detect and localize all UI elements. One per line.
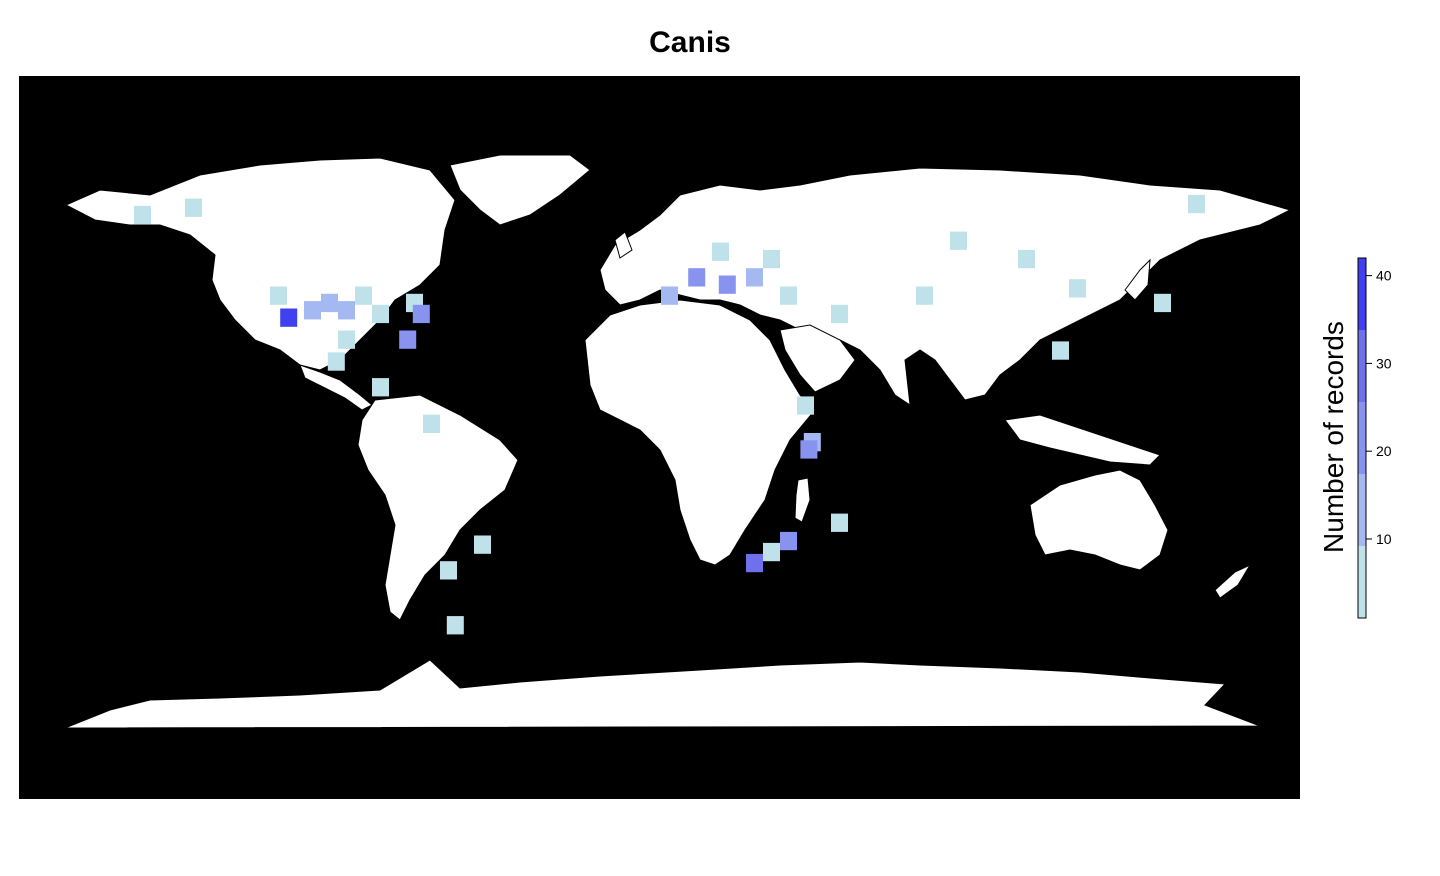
landmass-southeast-asia-islands bbox=[1004, 414, 1161, 466]
grid-cell bbox=[446, 616, 464, 635]
grid-cell bbox=[712, 242, 729, 261]
grid-cell bbox=[1052, 341, 1069, 360]
landmass-uk bbox=[614, 231, 633, 259]
grid-cell bbox=[327, 352, 345, 371]
grid-cell bbox=[474, 535, 491, 554]
grid-cell bbox=[270, 286, 287, 305]
landmass-madagascar bbox=[794, 477, 811, 523]
landmass-new-zealand bbox=[1214, 563, 1252, 599]
grid-cell bbox=[440, 561, 457, 580]
grid-cell bbox=[780, 531, 797, 551]
grid-cell bbox=[321, 293, 338, 313]
landmass-europe-asia bbox=[599, 167, 1292, 407]
grid-cell bbox=[950, 231, 967, 250]
grid-cell bbox=[797, 396, 814, 415]
land-masses bbox=[64, 154, 1292, 729]
grid-cell bbox=[372, 378, 389, 397]
grid-cell bbox=[304, 301, 321, 320]
landmass-central-america bbox=[299, 364, 373, 411]
landmass-japan bbox=[1124, 258, 1151, 301]
grid-cell bbox=[831, 513, 848, 532]
grid-cell bbox=[1154, 293, 1171, 313]
legend-tick-label: 30 bbox=[1376, 355, 1392, 371]
grid-cell bbox=[916, 286, 933, 305]
grid-cell bbox=[338, 301, 355, 320]
landmass-australia bbox=[1029, 469, 1169, 571]
grid-cell bbox=[280, 308, 298, 327]
legend-title: Number of records bbox=[1318, 321, 1349, 553]
landmass-south-america bbox=[357, 394, 519, 621]
grid-cell bbox=[1188, 194, 1205, 214]
legend-title-text: Number of records bbox=[1318, 321, 1349, 553]
grid-cell bbox=[746, 268, 763, 287]
landmass-greenland bbox=[449, 154, 591, 226]
legend-segment bbox=[1358, 474, 1366, 546]
legend-tick-label: 40 bbox=[1376, 268, 1392, 284]
grid-cell bbox=[746, 553, 763, 573]
legend-segment bbox=[1358, 258, 1366, 330]
legend-tick-label: 10 bbox=[1376, 531, 1392, 547]
grid-cell bbox=[1018, 249, 1035, 269]
color-legend: 10 20 30 40 bbox=[1357, 257, 1392, 619]
grid-cell bbox=[412, 304, 430, 324]
landmass-north-america bbox=[64, 157, 456, 371]
legend-frame bbox=[1357, 257, 1367, 619]
grid-cell bbox=[661, 286, 678, 305]
legend-segment bbox=[1358, 402, 1366, 474]
landmass-arabia bbox=[779, 324, 856, 393]
grid-cell bbox=[185, 198, 202, 217]
legend-segment bbox=[1358, 546, 1366, 618]
grid-cell bbox=[355, 286, 372, 305]
grid-cell bbox=[831, 304, 848, 324]
grid-cell bbox=[763, 249, 780, 269]
grid-cell bbox=[718, 275, 736, 294]
grid-cell bbox=[800, 440, 818, 459]
occurrence-grid-cells bbox=[134, 194, 1205, 635]
grid-cell bbox=[1069, 279, 1086, 298]
grid-cell bbox=[399, 330, 417, 349]
map-title: Canis bbox=[649, 26, 731, 59]
grid-cell bbox=[423, 414, 440, 433]
legend-color-ramp bbox=[1358, 258, 1366, 618]
legend-ticks: 10 20 30 40 bbox=[1366, 268, 1392, 547]
landmass-antarctica bbox=[64, 659, 1261, 729]
grid-cell bbox=[372, 304, 389, 324]
landmass-africa bbox=[584, 299, 816, 566]
grid-cell bbox=[688, 268, 706, 287]
legend-segment bbox=[1358, 330, 1366, 402]
legend-tick-label: 20 bbox=[1376, 443, 1392, 459]
grid-cell bbox=[763, 542, 780, 562]
grid-cell bbox=[338, 330, 355, 349]
grid-cell bbox=[134, 205, 151, 225]
grid-cell bbox=[780, 286, 797, 305]
